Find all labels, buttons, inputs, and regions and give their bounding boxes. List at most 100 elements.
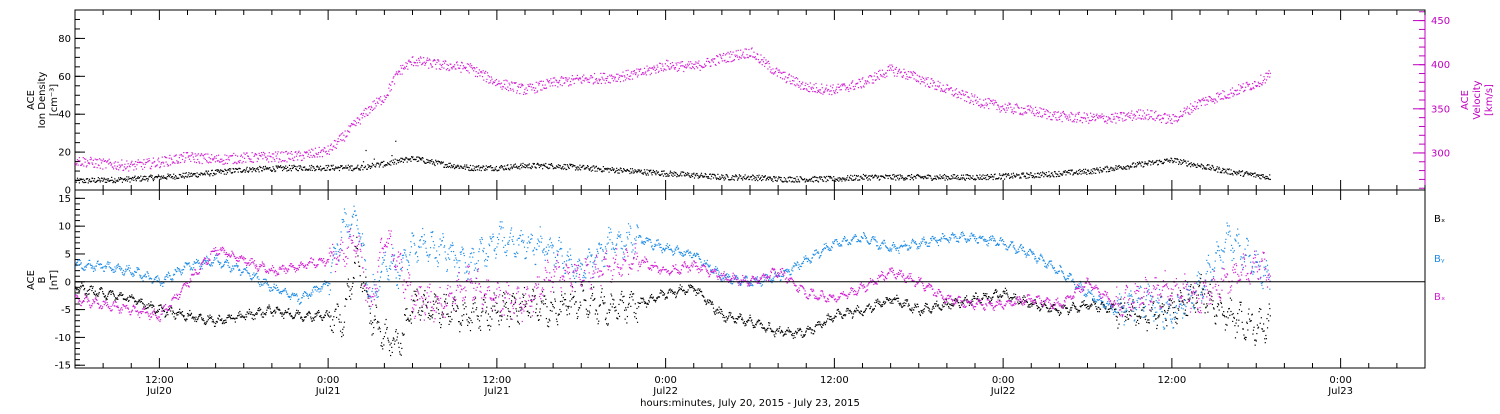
bx-point: [284, 312, 285, 313]
density-point: [495, 167, 496, 168]
velocity-point: [985, 99, 986, 100]
velocity-point: [1120, 112, 1121, 113]
velocity-point: [1179, 116, 1180, 117]
velocity-point: [975, 99, 976, 100]
velocity-point: [826, 88, 827, 89]
bx-point: [488, 313, 489, 314]
density-point: [1119, 165, 1120, 166]
density-point: [852, 176, 853, 177]
bx-point: [193, 318, 194, 319]
density-point: [898, 175, 899, 176]
velocity-point: [1161, 122, 1162, 123]
bx-point: [550, 310, 551, 311]
velocity-point: [645, 71, 646, 72]
velocity-point: [1212, 101, 1213, 102]
velocity-point: [1242, 87, 1243, 88]
velocity-point: [624, 76, 625, 77]
bx-point: [461, 325, 462, 326]
velocity-point: [116, 168, 117, 169]
velocity-point: [777, 70, 778, 71]
bx-point: [166, 315, 167, 316]
velocity-point: [1186, 108, 1187, 109]
velocity-point: [695, 63, 696, 64]
density-point: [1224, 172, 1225, 173]
velocity-point: [1213, 98, 1214, 99]
bx-point: [436, 308, 437, 309]
density-point: [576, 168, 577, 169]
velocity-point: [1218, 96, 1219, 97]
density-point: [411, 156, 412, 157]
velocity-point: [1005, 112, 1006, 113]
density-point: [798, 179, 799, 180]
density-point: [664, 170, 665, 171]
velocity-point: [1237, 90, 1238, 91]
density-point: [567, 165, 568, 166]
density-point: [1115, 167, 1116, 168]
density-tick-label: 20: [58, 148, 71, 159]
bx-point: [508, 308, 509, 309]
bx-point: [145, 306, 146, 307]
bx-point: [194, 317, 195, 318]
velocity-point: [831, 94, 832, 95]
bx-point: [438, 313, 439, 314]
bx-point: [391, 343, 392, 344]
velocity-point: [896, 76, 897, 77]
density-point: [727, 175, 728, 176]
velocity-point: [1219, 94, 1220, 95]
velocity-point: [631, 72, 632, 73]
velocity-point: [384, 95, 385, 96]
density-point: [1040, 172, 1041, 173]
velocity-point: [524, 92, 525, 93]
bx-point: [445, 301, 446, 302]
density-point: [788, 177, 789, 178]
bx-point: [523, 297, 524, 298]
velocity-point: [955, 89, 956, 90]
bx-point: [576, 301, 577, 302]
velocity-point: [1050, 112, 1051, 113]
bx-point: [525, 306, 526, 307]
bx-point: [490, 316, 491, 317]
velocity-point: [931, 78, 932, 79]
velocity-point: [335, 140, 336, 141]
velocity-point: [1024, 108, 1025, 109]
velocity-point: [509, 84, 510, 85]
velocity-point: [1079, 112, 1080, 113]
bx-point: [491, 319, 492, 320]
density-point: [636, 171, 637, 172]
velocity-point: [546, 87, 547, 88]
density-point: [653, 170, 654, 171]
velocity-point: [588, 79, 589, 80]
density-point: [174, 179, 175, 180]
velocity-point: [275, 151, 276, 152]
velocity-point: [714, 58, 715, 59]
velocity-point: [544, 88, 545, 89]
velocity-point: [646, 65, 647, 66]
density-point: [205, 174, 206, 175]
velocity-point: [1135, 115, 1136, 116]
velocity-point: [462, 62, 463, 63]
velocity-point: [531, 86, 532, 87]
velocity-point: [649, 67, 650, 68]
velocity-point: [128, 170, 129, 171]
density-point: [283, 166, 284, 167]
density-point: [629, 173, 630, 174]
bx-point: [189, 315, 190, 316]
velocity-point: [1112, 122, 1113, 123]
velocity-point: [721, 58, 722, 59]
velocity-point: [93, 160, 94, 161]
velocity-point: [741, 57, 742, 58]
density-point: [774, 176, 775, 177]
velocity-point: [566, 77, 567, 78]
density-point: [428, 162, 429, 163]
bx-point: [554, 298, 555, 299]
velocity-point: [874, 72, 875, 73]
velocity-point: [786, 82, 787, 83]
bx-point: [89, 293, 90, 294]
density-point: [720, 178, 721, 179]
velocity-point: [678, 70, 679, 71]
bx-point: [298, 314, 299, 315]
velocity-point: [221, 159, 222, 160]
bx-point: [79, 290, 80, 291]
velocity-point: [893, 70, 894, 71]
density-point: [1207, 164, 1208, 165]
